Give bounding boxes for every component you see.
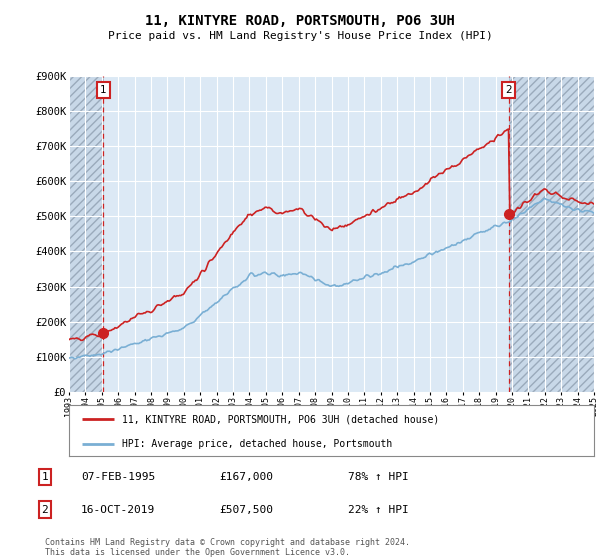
Text: 16-OCT-2019: 16-OCT-2019 (81, 505, 155, 515)
Text: HPI: Average price, detached house, Portsmouth: HPI: Average price, detached house, Port… (121, 438, 392, 449)
Text: Contains HM Land Registry data © Crown copyright and database right 2024.
This d: Contains HM Land Registry data © Crown c… (45, 538, 410, 557)
Text: 11, KINTYRE ROAD, PORTSMOUTH, PO6 3UH (detached house): 11, KINTYRE ROAD, PORTSMOUTH, PO6 3UH (d… (121, 414, 439, 424)
Text: 2: 2 (505, 85, 512, 95)
Text: 1: 1 (41, 472, 49, 482)
Text: 22% ↑ HPI: 22% ↑ HPI (348, 505, 409, 515)
Text: Price paid vs. HM Land Registry's House Price Index (HPI): Price paid vs. HM Land Registry's House … (107, 31, 493, 41)
Text: 11, KINTYRE ROAD, PORTSMOUTH, PO6 3UH: 11, KINTYRE ROAD, PORTSMOUTH, PO6 3UH (145, 14, 455, 28)
Text: 1: 1 (100, 85, 107, 95)
Text: 78% ↑ HPI: 78% ↑ HPI (348, 472, 409, 482)
Text: 2: 2 (41, 505, 49, 515)
Text: £167,000: £167,000 (219, 472, 273, 482)
Text: £507,500: £507,500 (219, 505, 273, 515)
Text: 07-FEB-1995: 07-FEB-1995 (81, 472, 155, 482)
